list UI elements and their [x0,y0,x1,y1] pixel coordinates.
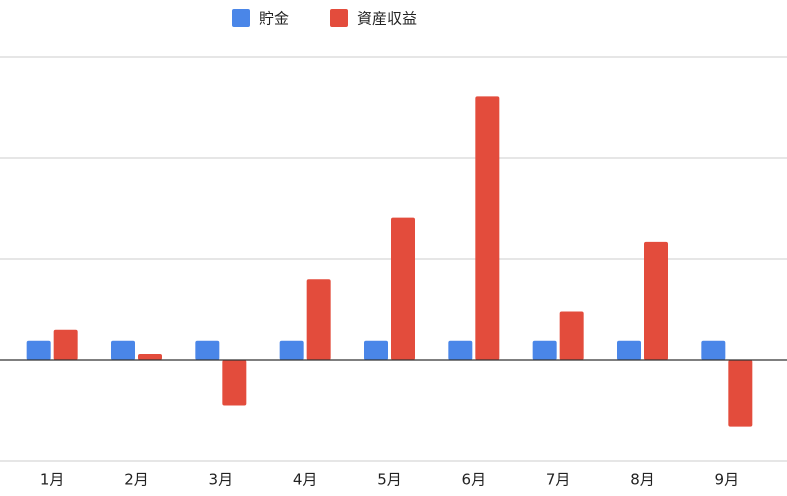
bar [111,340,135,360]
legend-label: 資産収益 [357,10,417,28]
x-tick-label: 6月 [462,471,487,489]
bar [279,340,304,360]
bar [559,311,584,360]
x-tick-label: 1月 [40,471,65,489]
bar [306,279,331,360]
bar [195,340,220,360]
bar [53,329,78,360]
bar [644,241,668,360]
bar [448,340,473,360]
x-tick-label: 5月 [377,471,402,489]
x-tick-label: 8月 [630,471,655,489]
x-tick-label: 7月 [546,471,571,489]
x-tick-label: 2月 [124,471,149,489]
legend-label: 貯金 [259,10,289,28]
bar [475,96,500,360]
bar [26,340,51,360]
bar [617,340,641,360]
legend-swatch [330,9,348,27]
bar [532,340,557,360]
bar [728,360,753,427]
x-tick-label: 9月 [715,471,740,489]
bar [391,217,415,360]
bar [222,360,247,406]
legend-swatch [232,9,250,27]
x-tick-label: 3月 [209,471,234,489]
bar [364,340,388,360]
x-tick-label: 4月 [293,471,318,489]
bar [138,353,162,360]
bar [701,340,726,360]
